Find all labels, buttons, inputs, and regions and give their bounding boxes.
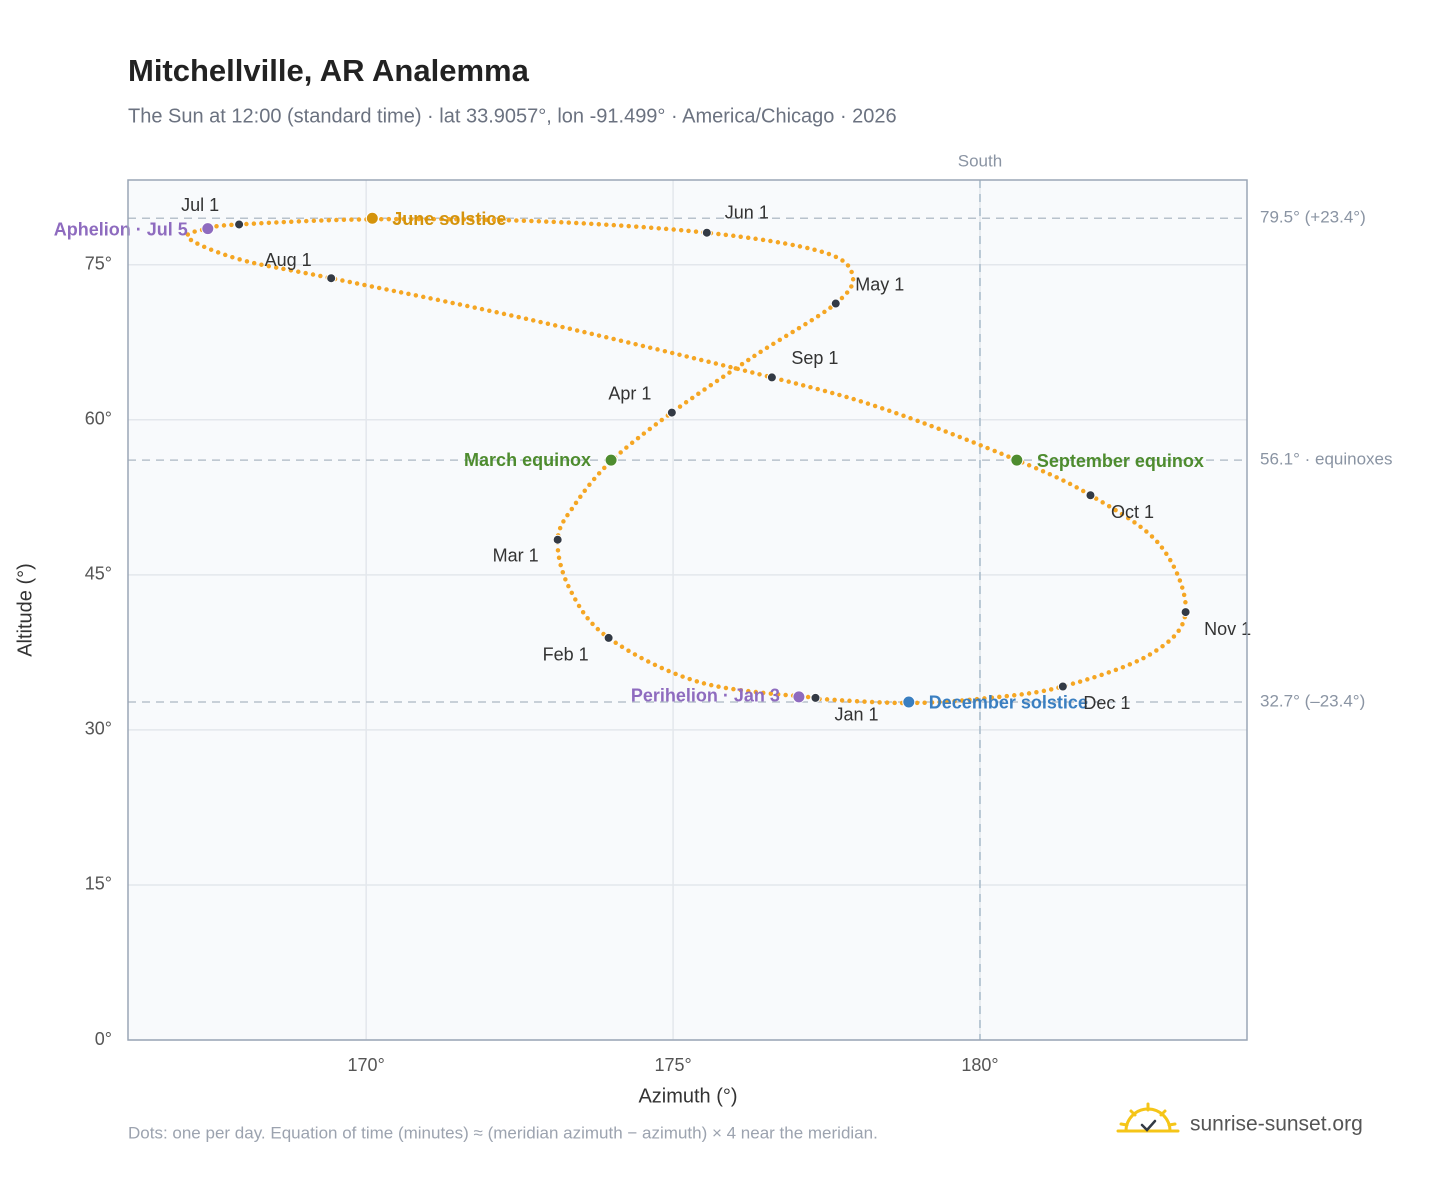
y-tick-label: 0° [95,1029,112,1049]
key-point [1085,490,1096,501]
key-point [766,372,777,383]
point-label: Perihelion · Jan 3 [631,686,780,706]
point-label: December solstice [929,693,1088,713]
y-tick-label: 60° [85,409,112,429]
key-point [365,211,379,225]
plot-frame [127,179,1248,1041]
key-point [234,219,245,230]
brand: sunrise-sunset.org [1190,1113,1363,1136]
x-tick-label: 175° [654,1055,691,1075]
meridian-label: South [958,151,1002,170]
x-tick-label: 180° [961,1055,998,1075]
point-label: Aug 1 [265,250,312,270]
key-point [792,690,806,704]
y-tick-label: 75° [85,254,112,274]
plot-area [128,180,1247,1040]
key-point [1057,681,1068,692]
point-label: Aphelion · Jul 5 [54,219,188,239]
point-label: Feb 1 [543,645,589,665]
reference-label: 56.1° · equinoxes [1260,450,1393,469]
point-label: Oct 1 [1111,502,1154,522]
point-label: Nov 1 [1204,619,1251,639]
point-label: Jul 1 [181,195,219,215]
point-label: September equinox [1037,451,1204,471]
brand-logo [1116,1102,1180,1133]
x-axis-label: Azimuth (°) [638,1085,737,1107]
y-axis-label: Altitude (°) [14,563,36,657]
reference-label: 32.7° (–23.4°) [1260,691,1365,710]
y-tick-label: 30° [85,719,112,739]
point-label: Jan 1 [834,705,878,725]
y-tick-label: 15° [85,874,112,894]
point-label: Mar 1 [493,545,539,565]
key-point [666,407,677,418]
key-point [830,298,841,309]
key-point [701,227,712,238]
key-point [326,273,337,284]
reference-label: 79.5° (+23.4°) [1260,208,1366,227]
key-point [604,453,618,467]
point-label: Dec 1 [1083,693,1130,713]
key-point [1010,453,1024,467]
key-point [810,692,821,703]
point-label: Jun 1 [725,202,769,222]
point-label: June solstice [392,209,506,229]
chart-subtitle: The Sun at 12:00 (standard time) · lat 3… [128,105,897,127]
point-label: Sep 1 [791,348,838,368]
point-label: March equinox [464,450,591,470]
x-tick-label: 170° [348,1055,385,1075]
key-point [603,632,614,643]
footnote: Dots: one per day. Equation of time (min… [128,1123,878,1142]
y-tick-label: 45° [85,564,112,584]
point-label: May 1 [855,274,904,294]
key-point [201,222,215,236]
key-point [1180,607,1191,618]
key-point [902,695,916,709]
chart-title: Mitchellville, AR Analemma [128,53,530,88]
point-label: Apr 1 [608,383,651,403]
key-point [552,534,563,545]
